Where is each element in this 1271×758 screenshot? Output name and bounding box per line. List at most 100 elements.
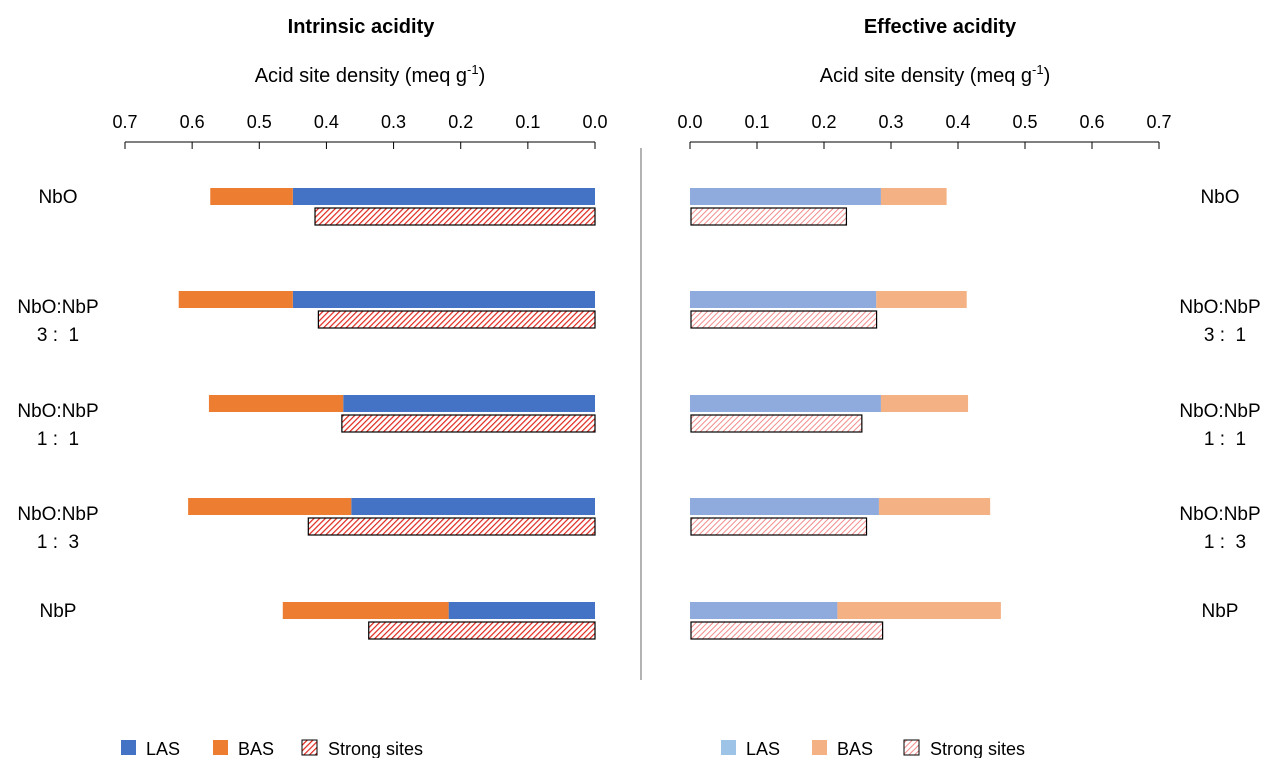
bar-las (690, 602, 838, 619)
bar-strong-sites (341, 414, 596, 433)
legend-label-bas: BAS (837, 739, 873, 758)
category-label: NbO:NbP (17, 401, 98, 422)
bar-bas (188, 498, 352, 515)
x-tick-label: 0.4 (945, 112, 970, 132)
legend-swatch-las (121, 740, 136, 755)
legend: LAS BAS Strong sites (121, 739, 423, 758)
x-axis-label-sup: -1 (1032, 62, 1044, 77)
legend-item-bas: BAS (213, 739, 274, 758)
bars (178, 188, 596, 640)
x-tick-label: 0.3 (878, 112, 903, 132)
x-axis-label: Acid site density (meq g-1) (255, 62, 486, 87)
category-label: NbO:NbP (1179, 504, 1260, 525)
bar-las (690, 498, 879, 515)
chart-title: Effective acidity (864, 16, 1017, 38)
bar-bas (210, 188, 293, 205)
category-label: NbO (38, 187, 77, 208)
x-axis-label-base: Acid site density (meq g (820, 65, 1032, 87)
category-labels: NbO NbO:NbP 3 : 1 NbO:NbP 1 : 1 NbO:NbP 1 : 3 N… (17, 187, 98, 622)
category-label-ratio: 1 : 1 (1204, 429, 1246, 450)
x-axis-label-sup: -1 (467, 62, 479, 77)
bar-bas (282, 602, 449, 619)
legend-swatch-bas (213, 740, 228, 755)
x-axis-ticks: 0.7 0.6 0.5 0.4 0.3 0.2 0.1 0.0 (112, 112, 608, 149)
legend-item-bas: BAS (812, 739, 873, 758)
category-label: NbO:NbP (1179, 401, 1260, 422)
x-tick-label: 0.2 (811, 112, 836, 132)
bar-las (690, 291, 877, 308)
bar-strong-sites (690, 621, 884, 640)
legend-item-las: LAS (121, 739, 180, 758)
legend-swatch-las (721, 740, 736, 755)
bar-las (351, 498, 595, 515)
effective-acidity-chart: Effective acidity Acid site density (meq… (677, 16, 1260, 758)
bar-las (448, 602, 595, 619)
bar-bas (880, 395, 969, 412)
category-label-ratio: 1 : 3 (37, 532, 79, 553)
bar-las (690, 188, 881, 205)
category-label: NbO:NbP (17, 504, 98, 525)
x-tick-label: 0.5 (1012, 112, 1037, 132)
x-tick-label: 0.7 (1146, 112, 1171, 132)
category-label: NbO:NbP (1179, 297, 1260, 318)
bar-strong-sites (314, 207, 596, 226)
legend-swatch-strong-sites (301, 739, 318, 756)
x-tick-label: 0.7 (112, 112, 137, 132)
x-tick-label: 0.0 (677, 112, 702, 132)
bars (690, 188, 1001, 640)
legend-swatch-strong-sites (903, 739, 920, 756)
x-tick-label: 0.0 (582, 112, 607, 132)
bar-strong-sites (690, 310, 878, 329)
bar-strong-sites (317, 310, 596, 329)
bar-bas (880, 188, 947, 205)
bar-las (690, 395, 881, 412)
legend-label-strong-sites: Strong sites (930, 739, 1025, 758)
legend-item-strong-sites: Strong sites (903, 739, 1025, 758)
x-tick-label: 0.6 (180, 112, 205, 132)
legend: LAS BAS Strong sites (721, 739, 1025, 758)
bar-bas (837, 602, 1001, 619)
bar-bas (878, 498, 991, 515)
x-axis-label-base: Acid site density (meq g (255, 65, 467, 87)
bar-strong-sites (307, 517, 596, 536)
category-label: NbO (1200, 187, 1239, 208)
x-tick-label: 0.2 (448, 112, 473, 132)
x-tick-label: 0.1 (515, 112, 540, 132)
category-label: NbO:NbP (17, 297, 98, 318)
bar-strong-sites (690, 207, 848, 226)
category-label-ratio: 3 : 1 (37, 325, 79, 346)
x-tick-label: 0.4 (314, 112, 339, 132)
legend-item-strong-sites: Strong sites (301, 739, 423, 758)
x-tick-label: 0.6 (1079, 112, 1104, 132)
category-label-ratio: 3 : 1 (1204, 325, 1246, 346)
x-axis-ticks: 0.0 0.1 0.2 0.3 0.4 0.5 0.6 0.7 (677, 112, 1172, 149)
legend-item-las: LAS (721, 739, 780, 758)
category-label: NbP (1202, 601, 1239, 622)
x-tick-label: 0.1 (744, 112, 769, 132)
bar-strong-sites (690, 414, 863, 433)
x-tick-label: 0.3 (381, 112, 406, 132)
legend-label-strong-sites: Strong sites (328, 739, 423, 758)
bar-las (343, 395, 595, 412)
x-tick-label: 0.5 (247, 112, 272, 132)
bar-las (292, 188, 595, 205)
category-label-ratio: 1 : 1 (37, 429, 79, 450)
legend-label-bas: BAS (238, 739, 274, 758)
x-axis-label-close: ) (1044, 65, 1051, 87)
category-label: NbP (40, 601, 77, 622)
bar-las (292, 291, 595, 308)
x-axis-label-close: ) (479, 65, 486, 87)
legend-label-las: LAS (746, 739, 780, 758)
bar-strong-sites (368, 621, 596, 640)
x-axis-label: Acid site density (meq g-1) (820, 62, 1051, 87)
bar-bas (876, 291, 967, 308)
chart-title: Intrinsic acidity (288, 16, 436, 38)
bar-strong-sites (690, 517, 868, 536)
bar-bas (208, 395, 344, 412)
legend-label-las: LAS (146, 739, 180, 758)
bar-bas (178, 291, 293, 308)
legend-swatch-bas (812, 740, 827, 755)
intrinsic-acidity-chart: Intrinsic acidity Acid site density (meq… (17, 16, 607, 758)
category-label-ratio: 1 : 3 (1204, 532, 1246, 553)
